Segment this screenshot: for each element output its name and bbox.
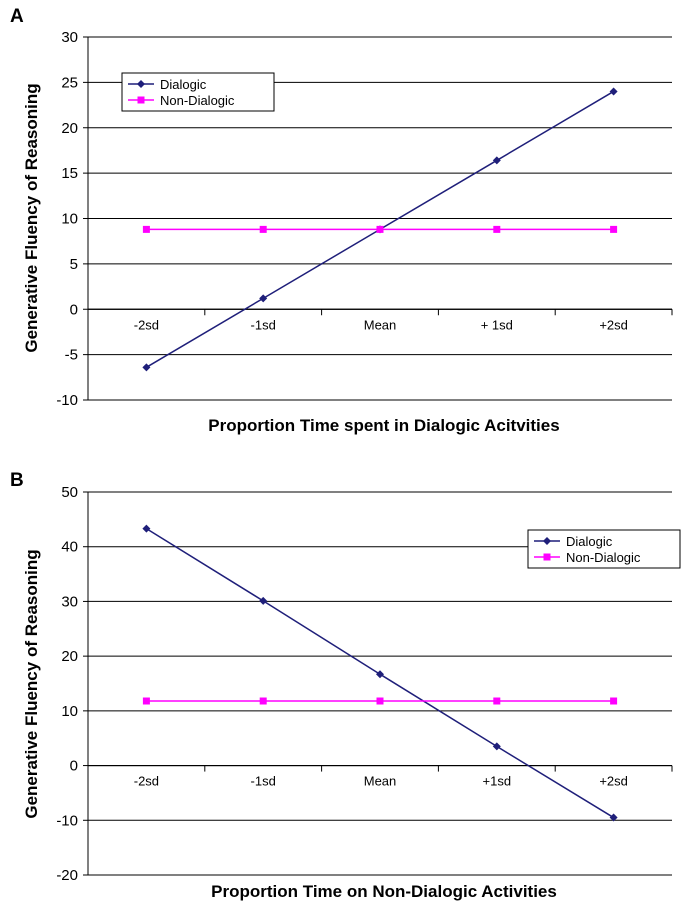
series: [142, 87, 618, 372]
series-non-dialogic: [142, 697, 618, 705]
diamond-marker: [137, 80, 145, 88]
y-tick-label: 10: [61, 211, 78, 228]
y-tick-labels: -10 -5 0 5 10 15 20 25 30: [56, 29, 78, 409]
category-label: -2sd: [134, 317, 159, 332]
y-tick-labels: -20 -10 0 10 20 30 40 50: [56, 484, 78, 884]
y-tick-label: 20: [61, 120, 78, 137]
series: [142, 524, 618, 822]
category-label: -1sd: [251, 317, 276, 332]
axes: [83, 36, 673, 401]
diamond-marker: [142, 524, 151, 533]
y-axis-label: Generative Fluency of Reasoning: [22, 83, 41, 352]
diamond-marker: [492, 156, 501, 165]
y-tick-label: 30: [61, 29, 78, 46]
category-label: +2sd: [599, 317, 628, 332]
square-marker: [376, 697, 384, 705]
legend-label: Non-Dialogic: [160, 93, 235, 108]
diamond-marker: [376, 670, 384, 679]
square-marker: [259, 225, 267, 233]
axes: [83, 491, 673, 876]
category-label: -2sd: [134, 774, 159, 789]
legend-box: [527, 529, 681, 569]
diamond-marker: [259, 596, 268, 605]
gridlines: [88, 491, 672, 876]
y-tick-label: 0: [70, 758, 78, 775]
legend-box: [121, 72, 275, 112]
chart-panel-a: A -10 -5 0 5 10 15 20 25 30 -2sd -1sd Mean + 1sd +2s…: [10, 6, 673, 435]
legend-label: Dialogic: [566, 534, 613, 549]
y-tick-label: 50: [61, 484, 78, 501]
panel-letter: A: [10, 6, 24, 27]
y-tick-label: 10: [61, 703, 78, 720]
square-marker: [493, 697, 501, 705]
y-tick-label: -10: [56, 392, 78, 409]
y-tick-label: 40: [61, 539, 78, 556]
category-labels: -2sd -1sd Mean + 1sd +2sd: [134, 317, 628, 332]
category-label: Mean: [364, 774, 397, 789]
diamond-marker: [492, 742, 501, 751]
diamond-marker: [259, 294, 268, 303]
category-label: + 1sd: [481, 317, 513, 332]
x-axis-label: Proportion Time spent in Dialogic Acitvi…: [208, 416, 559, 435]
legend-label: Dialogic: [160, 77, 207, 92]
square-marker: [543, 553, 551, 561]
chart-panel-b: B -20 -10 0 10 20 30 40 50 -2sd -1sd Mean +1sd +2sd…: [10, 470, 681, 901]
diamond-marker: [609, 813, 618, 822]
x-axis-label: Proportion Time on Non-Dialogic Activiti…: [211, 882, 557, 901]
y-axis-label: Generative Fluency of Reasoning: [22, 549, 41, 818]
square-marker: [493, 225, 501, 233]
square-marker: [142, 225, 150, 233]
category-label: -1sd: [251, 774, 276, 789]
y-tick-label: -10: [56, 812, 78, 829]
y-tick-label: 30: [61, 593, 78, 610]
square-marker: [610, 697, 618, 705]
square-marker: [142, 697, 150, 705]
diamond-marker: [142, 363, 151, 372]
series-non-dialogic: [142, 225, 618, 233]
y-tick-label: 25: [61, 74, 78, 91]
y-tick-label: 15: [61, 165, 78, 182]
legend-label: Non-Dialogic: [566, 550, 641, 565]
y-tick-label: 20: [61, 648, 78, 665]
diamond-marker: [609, 87, 618, 96]
y-tick-label: -5: [65, 347, 78, 364]
y-tick-label: 5: [70, 256, 78, 273]
square-marker: [137, 96, 145, 104]
category-label: Mean: [364, 317, 397, 332]
square-marker: [376, 225, 384, 233]
panel-letter: B: [10, 470, 24, 491]
category-label: +1sd: [483, 774, 512, 789]
series-dialogic: [142, 524, 618, 822]
y-tick-label: -20: [56, 867, 78, 884]
square-marker: [259, 697, 267, 705]
category-labels: -2sd -1sd Mean +1sd +2sd: [134, 774, 628, 789]
square-marker: [610, 225, 618, 233]
y-tick-label: 0: [70, 301, 78, 318]
category-label: +2sd: [599, 774, 628, 789]
diamond-marker: [543, 537, 551, 545]
